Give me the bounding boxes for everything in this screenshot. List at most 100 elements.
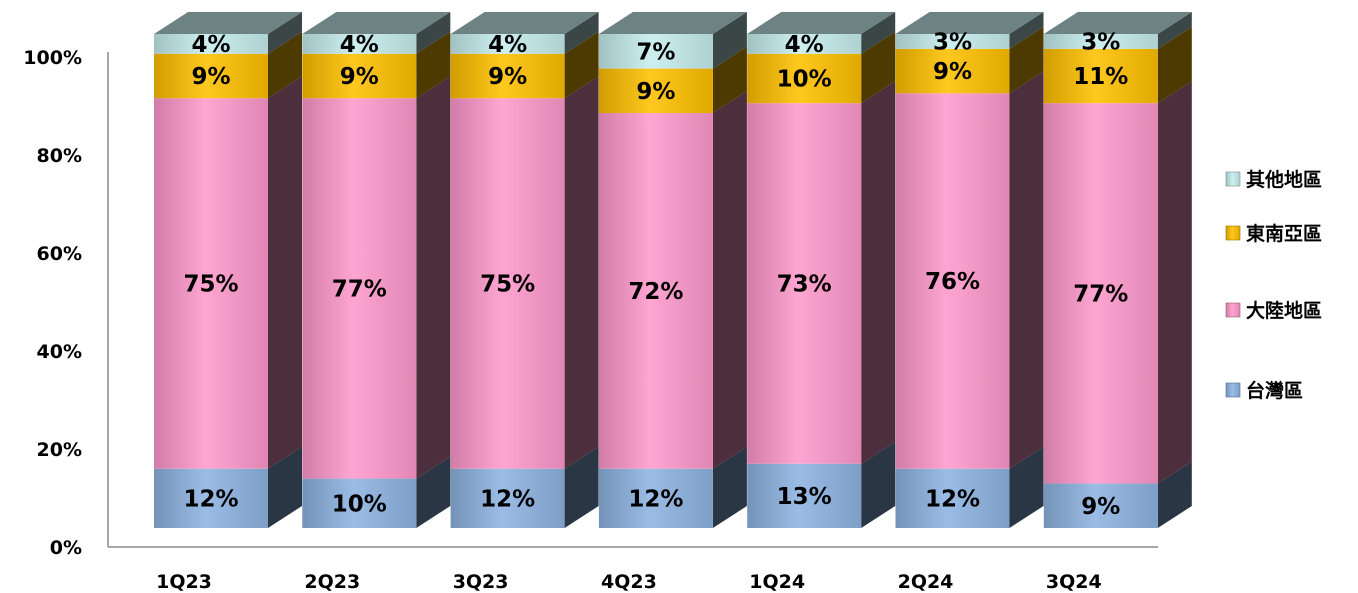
data-label: 9% [636, 79, 675, 105]
bar-segment [154, 53, 268, 99]
axes [107, 52, 1158, 548]
bar-side [564, 12, 599, 54]
data-label: 4% [191, 32, 230, 58]
y-tick-label: 0% [50, 537, 82, 559]
legend-label: 其他地區 [1246, 168, 1322, 191]
data-label: 75% [183, 271, 238, 297]
bar-segment [895, 34, 1010, 49]
x-category-label: 1Q24 [749, 571, 805, 593]
legend-label: 大陸地區 [1246, 299, 1322, 322]
data-label: 12% [480, 486, 535, 512]
data-label: 10% [777, 66, 832, 92]
bar-side [416, 12, 451, 54]
bar-segment [450, 53, 565, 99]
data-label: 77% [1073, 281, 1128, 307]
x-category-label: 1Q23 [156, 571, 212, 593]
bar-side [861, 81, 896, 464]
bar-segment [598, 34, 713, 69]
data-label: 12% [183, 486, 238, 512]
bar-stack-2Q24 [895, 12, 1044, 528]
legend-swatch [1225, 382, 1241, 398]
data-label: 9% [933, 59, 972, 85]
legend-label: 台灣區 [1246, 379, 1303, 402]
bar-segment [450, 98, 565, 469]
data-label: 72% [628, 279, 683, 305]
bar-stack-1Q23 [154, 12, 302, 528]
bar-side [564, 446, 599, 528]
bar-segment [450, 468, 565, 528]
y-tick-label: 80% [37, 145, 82, 167]
data-label: 9% [488, 64, 527, 90]
bar-segment [302, 478, 417, 528]
x-category-label: 3Q23 [453, 571, 509, 593]
legend-label: 東南亞區 [1246, 222, 1322, 245]
bar-top [895, 12, 1044, 34]
bar-stack-3Q23 [450, 12, 599, 528]
bar-segment [747, 34, 862, 54]
bar-segment [747, 103, 862, 464]
data-label: 9% [1081, 494, 1120, 520]
y-axis-ticks: 0% 20% 40% 60% 80% 100% [23, 47, 82, 559]
bar-stack-4Q23 [598, 12, 747, 528]
legend-item: 其他地區 [1225, 168, 1322, 191]
legend-swatch [1225, 225, 1241, 241]
bar-top [1043, 12, 1192, 34]
x-axis-categories: 1Q23 2Q23 3Q23 4Q23 1Q24 2Q24 3Q24 [156, 571, 1102, 593]
data-label: 9% [191, 64, 230, 90]
bar-segment [598, 68, 713, 114]
data-label: 76% [925, 269, 980, 295]
bar-side [1157, 26, 1192, 104]
bars [154, 12, 1192, 528]
bar-stack-1Q24 [747, 12, 896, 528]
bar-side [268, 12, 302, 54]
bar-side [564, 76, 599, 469]
bar-side [1009, 12, 1044, 49]
bar-segment [895, 93, 1010, 469]
bar-segment [598, 113, 713, 469]
bar-side [1157, 461, 1192, 528]
legend-item: 東南亞區 [1225, 222, 1322, 245]
data-label: 75% [480, 271, 535, 297]
data-label: 73% [777, 271, 832, 297]
data-label: 3% [933, 29, 972, 55]
bar-side [1009, 446, 1044, 528]
bar-side [861, 441, 896, 528]
bar-segment [895, 468, 1010, 528]
bar-segment [450, 34, 565, 54]
bar-stack-2Q23 [302, 12, 451, 528]
y-tick-label: 60% [37, 243, 82, 265]
bar-side [268, 76, 302, 469]
bar-side [1009, 71, 1044, 469]
bar-side [416, 456, 451, 528]
bar-side [712, 91, 747, 469]
bar-side [416, 31, 451, 99]
bar-top [154, 12, 302, 34]
y-tick-label: 100% [23, 47, 82, 69]
bar-side [1009, 26, 1044, 94]
y-tick-label: 20% [37, 439, 82, 461]
bar-side [712, 46, 747, 114]
bar-side [712, 446, 747, 528]
bar-side [268, 31, 302, 99]
data-label: 12% [925, 486, 980, 512]
bar-segment [1043, 103, 1158, 484]
bar-segment [1043, 34, 1158, 49]
bar-top [450, 12, 599, 34]
bar-side [268, 446, 302, 528]
y-tick-label: 40% [37, 341, 82, 363]
bar-side [1157, 12, 1192, 49]
bar-segment [302, 53, 417, 99]
bar-top [747, 12, 896, 34]
legend-item: 台灣區 [1225, 379, 1303, 402]
data-label: 13% [777, 484, 832, 510]
bar-segment [895, 48, 1010, 94]
bar-segment [154, 98, 268, 469]
bar-side [861, 12, 896, 54]
data-label: 77% [332, 276, 387, 302]
bar-stack-3Q24 [1043, 12, 1192, 528]
bar-segment [747, 53, 862, 104]
data-label: 4% [340, 32, 379, 58]
bar-side [416, 76, 451, 479]
